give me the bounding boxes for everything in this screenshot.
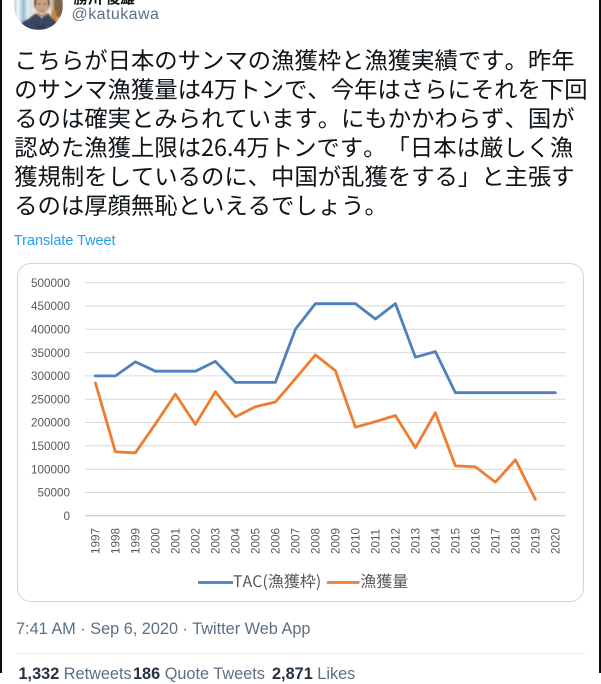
svg-text:350000: 350000 — [31, 347, 71, 360]
svg-text:2002: 2002 — [190, 528, 203, 554]
svg-text:2000: 2000 — [150, 527, 163, 554]
svg-text:2012: 2012 — [390, 528, 403, 554]
svg-text:2015: 2015 — [450, 527, 463, 554]
svg-text:200000: 200000 — [31, 417, 71, 430]
svg-text:300000: 300000 — [31, 370, 71, 383]
svg-text:2013: 2013 — [410, 528, 423, 554]
svg-text:2007: 2007 — [290, 528, 303, 554]
svg-text:2014: 2014 — [430, 527, 443, 554]
svg-text:2004: 2004 — [230, 527, 243, 554]
svg-text:100000: 100000 — [31, 463, 71, 476]
svg-text:2018: 2018 — [510, 528, 523, 554]
svg-text:150000: 150000 — [31, 440, 71, 453]
svg-text:2009: 2009 — [330, 528, 343, 554]
svg-text:0: 0 — [63, 510, 70, 523]
svg-text:500000: 500000 — [31, 277, 71, 290]
svg-text:2006: 2006 — [270, 528, 283, 554]
svg-text:400000: 400000 — [31, 323, 71, 336]
svg-text:2017: 2017 — [490, 528, 503, 554]
svg-text:2019: 2019 — [530, 528, 543, 554]
svg-text:2020: 2020 — [550, 527, 563, 554]
svg-text:2016: 2016 — [470, 528, 483, 554]
svg-text:2008: 2008 — [310, 528, 323, 554]
svg-text:450000: 450000 — [31, 300, 71, 313]
svg-text:1998: 1998 — [110, 528, 123, 554]
svg-text:1999: 1999 — [130, 528, 143, 554]
svg-text:250000: 250000 — [31, 393, 71, 406]
svg-text:2010: 2010 — [350, 527, 363, 554]
svg-text:2001: 2001 — [170, 528, 183, 554]
svg-text:50000: 50000 — [37, 487, 70, 500]
svg-text:2011: 2011 — [370, 529, 383, 554]
svg-text:1997: 1997 — [90, 528, 103, 554]
svg-text:2003: 2003 — [210, 528, 223, 554]
svg-text:2005: 2005 — [250, 527, 263, 554]
